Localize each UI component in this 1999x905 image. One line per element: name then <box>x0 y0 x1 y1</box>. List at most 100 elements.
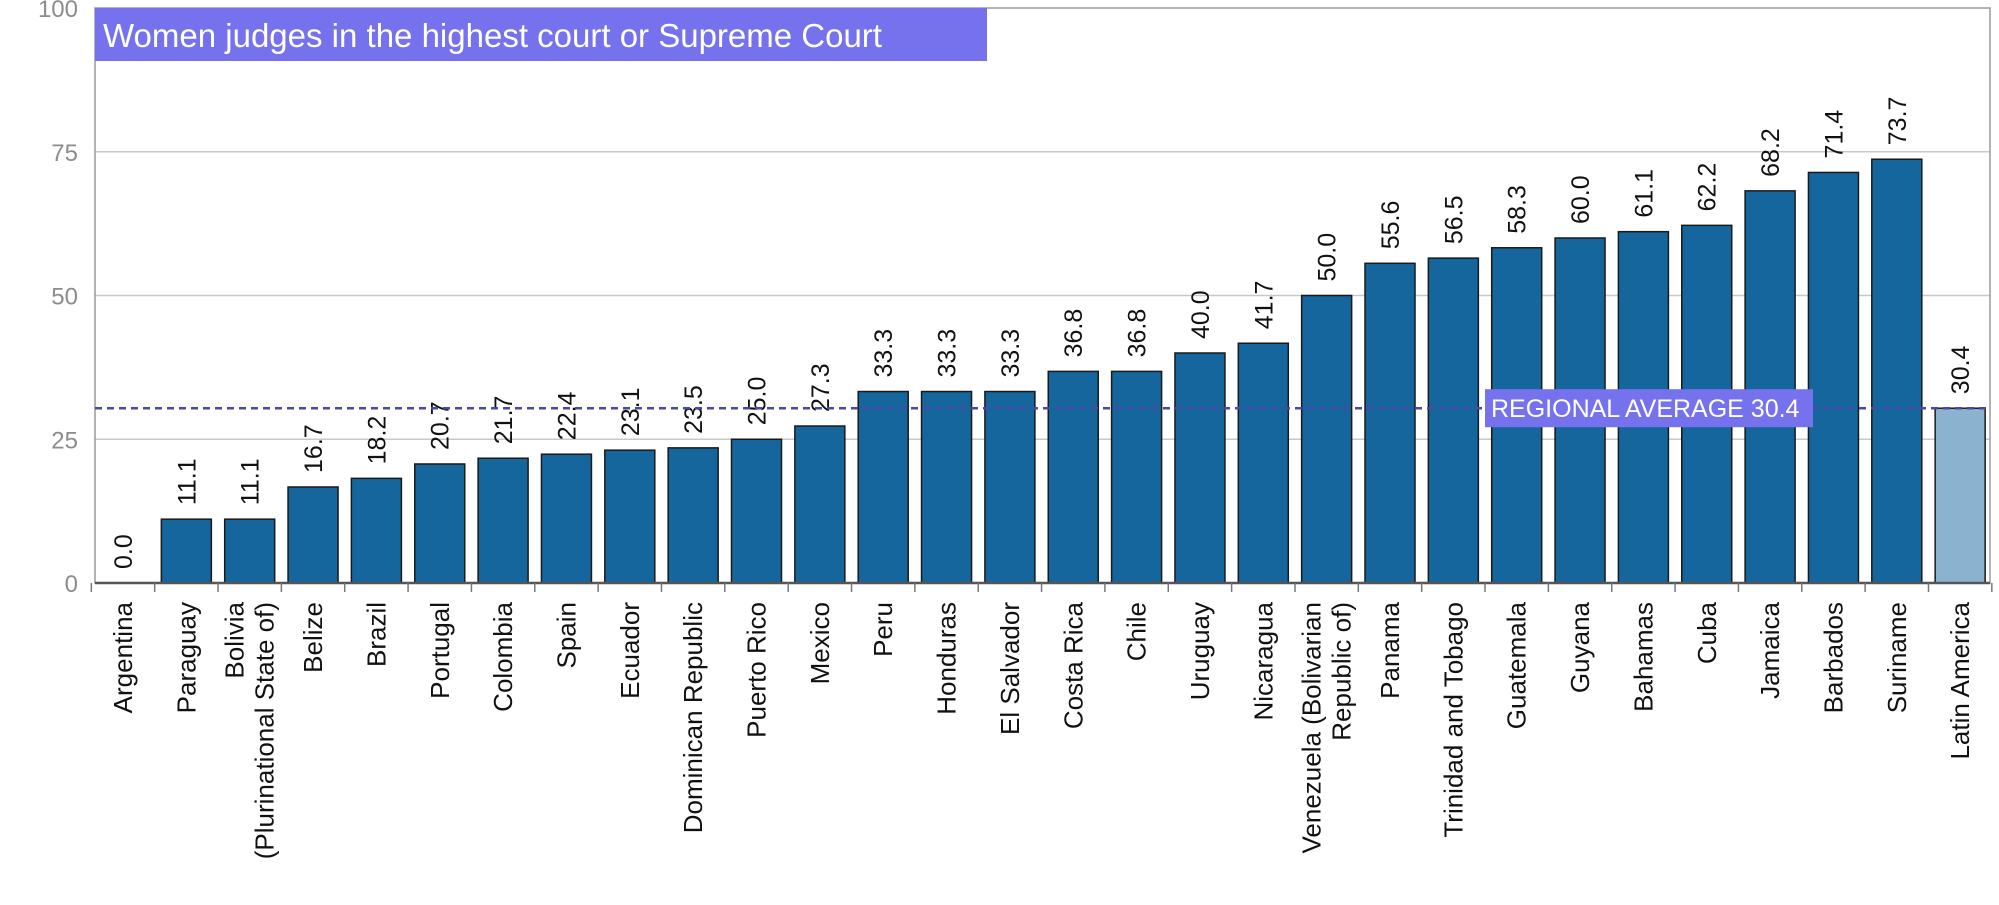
bar <box>857 390 909 584</box>
gridlines <box>95 151 1990 440</box>
value-labels: 0.0 11.1 11.1 16.7 18.2 20.7 21.7 22.4 23.1 23.5 2… <box>110 97 1975 569</box>
category-label-line: Colombia <box>488 601 518 711</box>
category-label: Cuba <box>1692 601 1722 664</box>
category-label-line: Portugal <box>425 602 455 699</box>
category-label: Latin America <box>1945 601 1975 759</box>
category-label: Venezuela (BolivarianRepublic of) <box>1297 602 1357 854</box>
category-labels: Argentina Paraguay Bolivia(Plurinational S… <box>108 601 1975 859</box>
value-label: 41.7 <box>1250 281 1278 330</box>
category-label-line: Honduras <box>932 602 962 715</box>
bar <box>414 463 466 584</box>
category-label-line: Belize <box>298 602 328 673</box>
bar <box>1807 171 1860 584</box>
category-label: Peru <box>868 602 898 657</box>
category-label: Colombia <box>488 601 518 711</box>
chart-title-group: Women judges in the highest court or Sup… <box>95 8 987 61</box>
category-label: Dominican Republic <box>678 602 708 833</box>
bar <box>1934 407 1986 584</box>
regional-average-label-box <box>1485 389 1813 428</box>
value-label: 33.3 <box>934 329 962 378</box>
category-label: Guatemala <box>1502 601 1532 729</box>
bar <box>1871 158 1923 584</box>
value-label: 11.1 <box>173 458 201 505</box>
bar <box>667 447 719 584</box>
category-label-line: Brazil <box>361 602 391 667</box>
bar <box>794 425 846 584</box>
value-label: 16.7 <box>300 424 328 473</box>
value-label: 60.0 <box>1567 175 1595 224</box>
category-label-line: Paraguay <box>171 602 201 713</box>
category-label-line: Venezuela (Bolivarian <box>1297 602 1327 854</box>
value-label: 0.0 <box>110 534 138 569</box>
y-tick-label: 25 <box>51 427 78 454</box>
category-label-line: Nicaragua <box>1248 601 1278 720</box>
y-tick-label: 50 <box>51 284 78 311</box>
value-label: 73.7 <box>1884 97 1912 146</box>
category-label: Honduras <box>932 602 962 715</box>
value-label: 23.5 <box>680 385 708 434</box>
bar <box>350 477 403 584</box>
category-label-line: (Plurinational State of) <box>250 602 280 859</box>
category-label: Costa Rica <box>1058 601 1088 729</box>
category-label-line: Cuba <box>1692 601 1722 664</box>
category-label-line: Suriname <box>1882 602 1912 713</box>
value-label: 23.1 <box>617 388 645 437</box>
value-label: 25.0 <box>744 377 772 426</box>
value-label: 18.2 <box>363 416 391 465</box>
y-axis-ticks: 0 25 50 75 100 <box>38 0 78 598</box>
y-tick-label: 75 <box>51 140 78 167</box>
value-label: 30.4 <box>1947 345 1975 394</box>
bar <box>477 457 529 584</box>
bar <box>1300 294 1353 584</box>
value-label: 55.6 <box>1377 201 1405 250</box>
value-label: 71.4 <box>1820 110 1848 159</box>
category-label-line: Chile <box>1122 602 1152 661</box>
category-label: Bolivia(Plurinational State of) <box>220 601 280 859</box>
chart-title: Women judges in the highest court or Sup… <box>103 17 882 54</box>
category-label-line: El Salvador <box>995 602 1025 735</box>
category-label-line: Uruguay <box>1185 602 1215 700</box>
value-label: 36.8 <box>1060 309 1088 358</box>
value-label: 61.1 <box>1630 169 1658 218</box>
bar <box>984 390 1036 584</box>
bar <box>540 453 593 584</box>
regional-average-label: REGIONAL AVERAGE 30.4 <box>1491 395 1800 423</box>
category-label: Nicaragua <box>1248 601 1278 720</box>
category-label: Portugal <box>425 602 455 699</box>
category-label-line: Guatemala <box>1502 601 1532 729</box>
bar <box>1744 190 1796 584</box>
value-label: 11.1 <box>237 458 265 505</box>
category-label-line: Latin America <box>1945 601 1975 759</box>
value-label: 21.7 <box>490 396 518 445</box>
category-label-line: Mexico <box>805 602 835 684</box>
value-label: 58.3 <box>1504 185 1532 234</box>
y-tick-label: 100 <box>38 0 78 23</box>
category-label-line: Puerto Rico <box>742 602 772 738</box>
category-label-line: Costa Rica <box>1058 601 1088 729</box>
category-label: Ecuador <box>615 602 645 699</box>
category-label-line: Republic of) <box>1327 602 1357 741</box>
category-label: Suriname <box>1882 602 1912 713</box>
value-label: 40.0 <box>1187 290 1215 339</box>
value-label: 56.5 <box>1440 195 1468 244</box>
category-label: Trinidad and Tobago <box>1438 602 1468 838</box>
category-label: Mexico <box>805 602 835 684</box>
category-label: Spain <box>551 602 581 669</box>
x-axis-ticks <box>90 583 1993 592</box>
category-label: Chile <box>1122 602 1152 661</box>
category-label: Jamaica <box>1755 601 1785 698</box>
category-label-line: Panama <box>1375 601 1405 698</box>
bars <box>160 158 1986 584</box>
value-label: 33.3 <box>997 329 1025 378</box>
y-tick-label: 0 <box>65 571 78 598</box>
category-label-line: Barbados <box>1818 602 1848 713</box>
value-label: 36.8 <box>1124 309 1152 358</box>
chart-title-box <box>95 8 987 61</box>
category-label: Bahamas <box>1628 602 1658 712</box>
category-label: Puerto Rico <box>742 602 772 738</box>
category-label-line: Guyana <box>1565 601 1595 693</box>
category-label: Brazil <box>361 602 391 667</box>
bar <box>1427 257 1480 584</box>
category-label: Panama <box>1375 601 1405 698</box>
